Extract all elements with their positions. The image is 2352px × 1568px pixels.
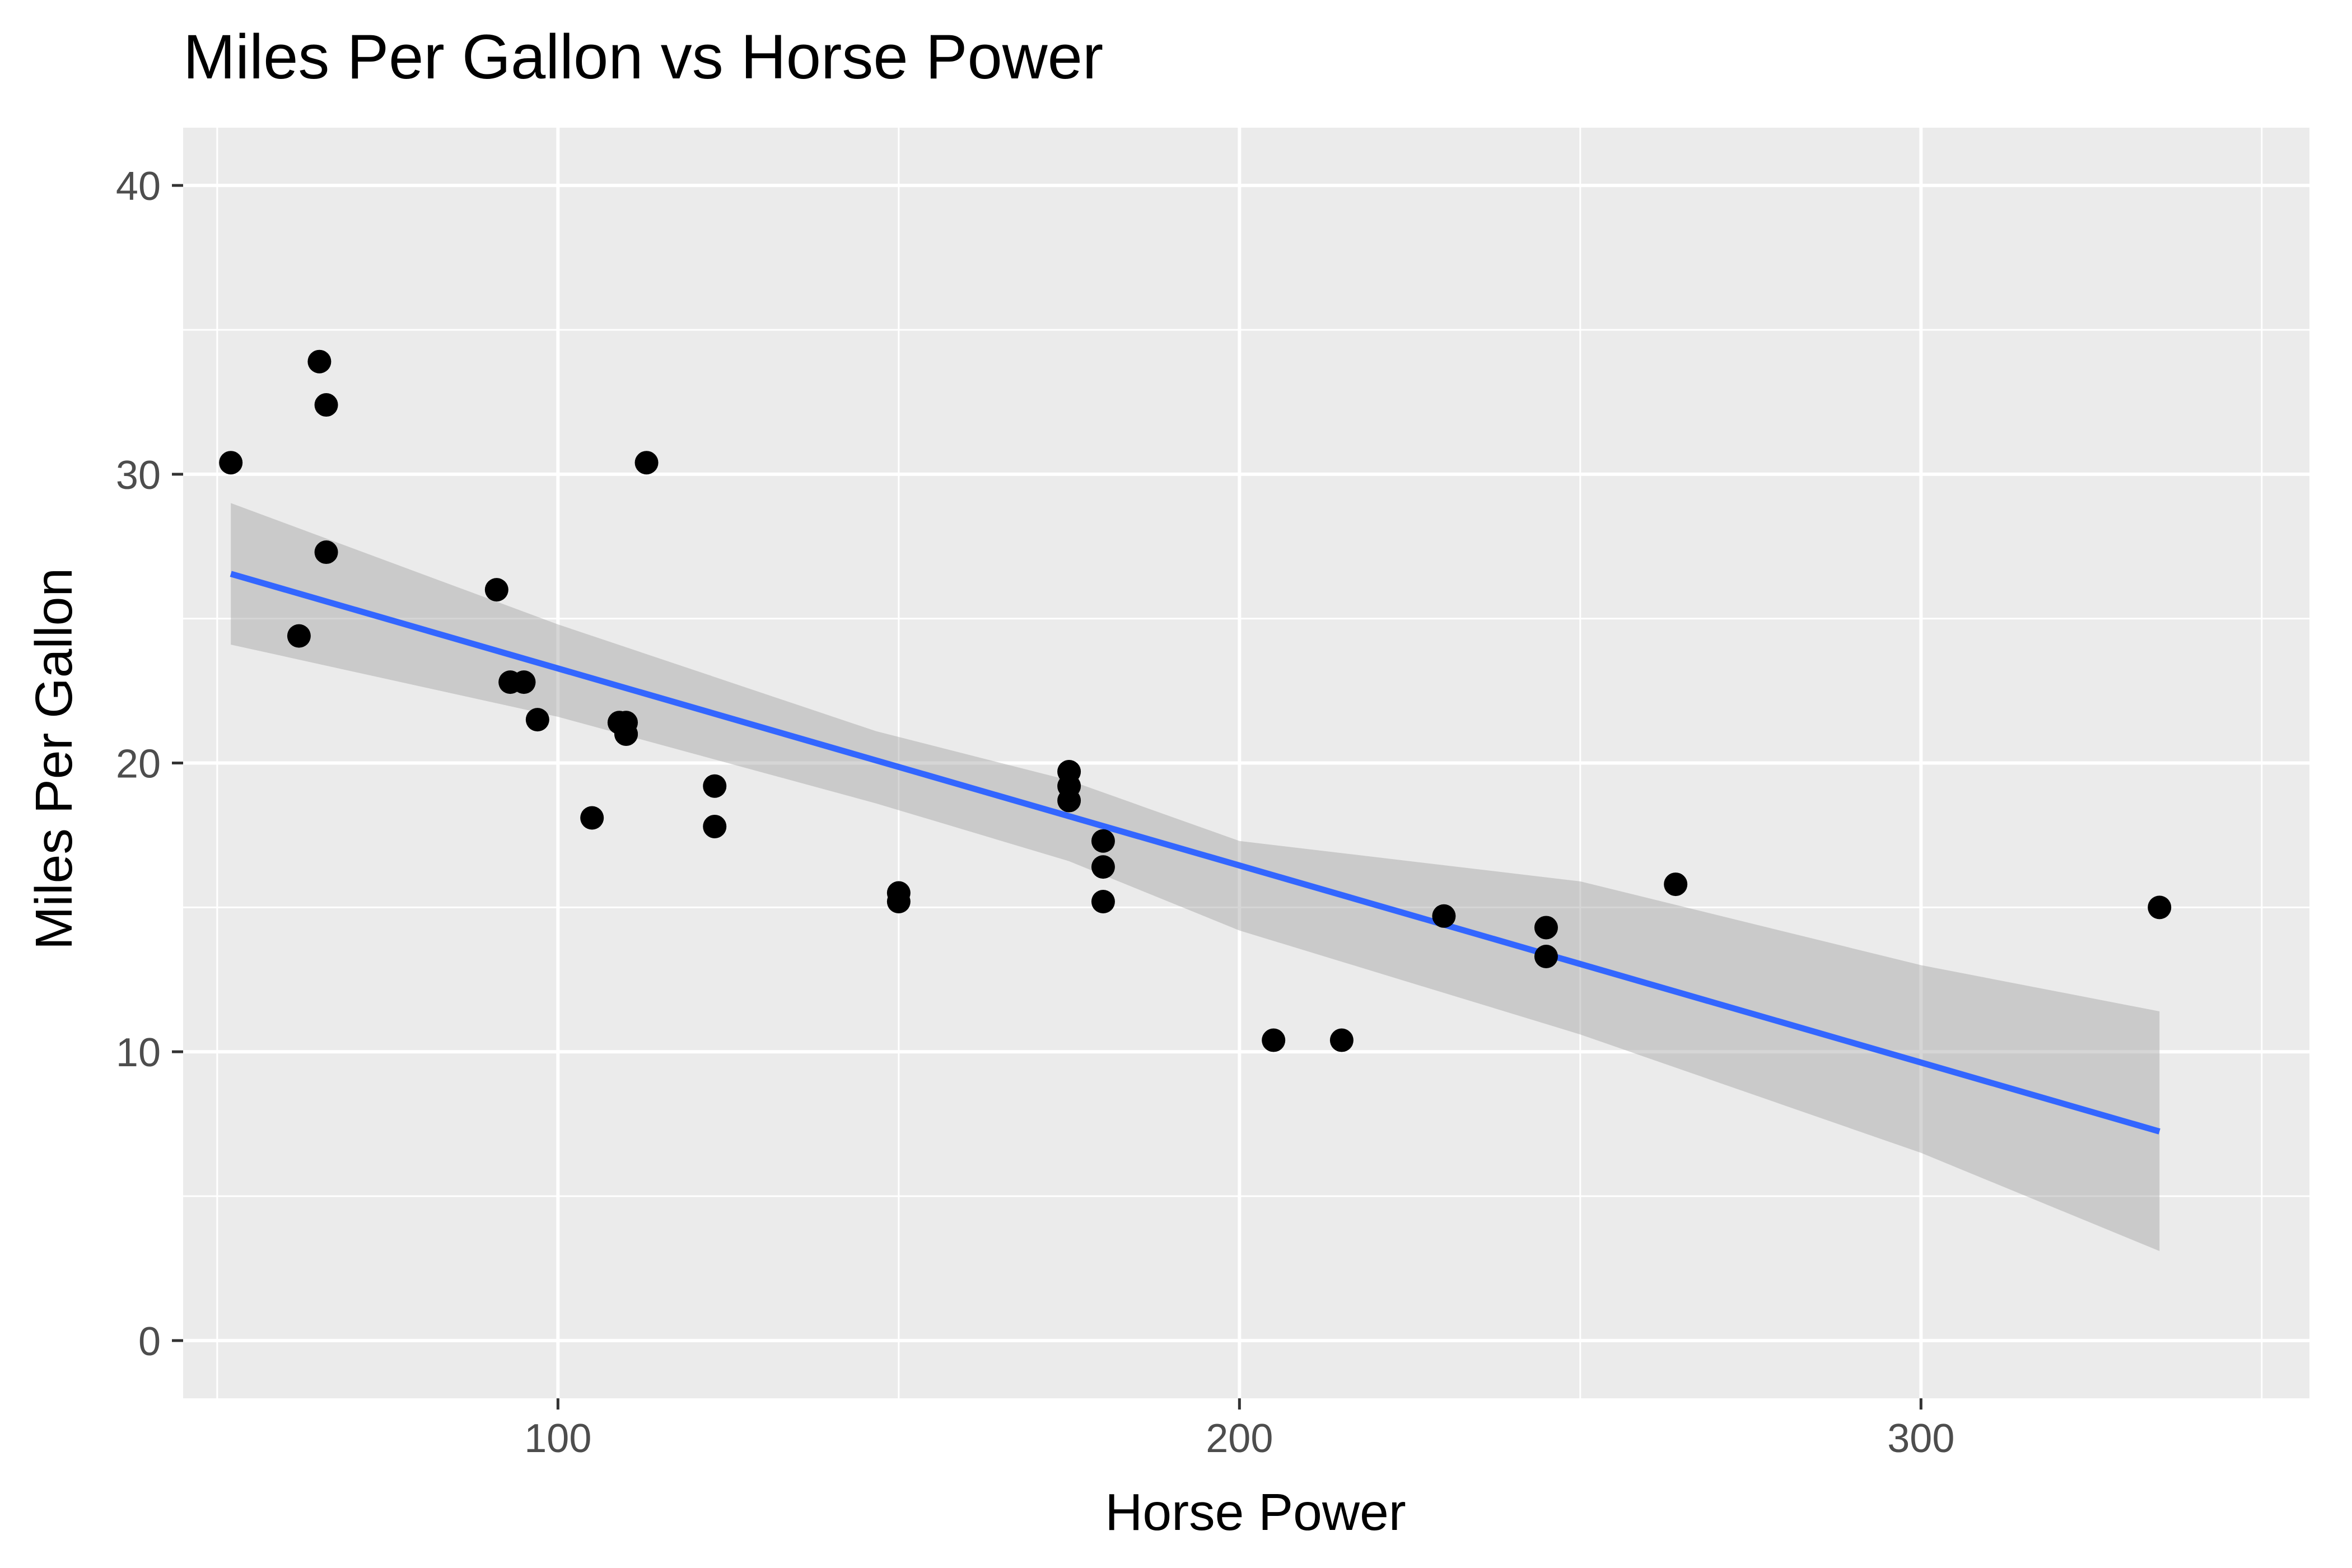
data-point — [634, 451, 659, 475]
data-point — [703, 774, 727, 798]
data-point — [2148, 895, 2172, 920]
y-axis: 0 10 20 30 40 — [116, 164, 183, 1364]
scatter-points — [219, 349, 2172, 1052]
data-point — [1262, 1028, 1286, 1052]
data-point — [307, 349, 332, 374]
data-point — [219, 451, 243, 475]
x-axis-title: Horse Power — [1105, 1483, 1406, 1541]
confidence-band-layer — [231, 503, 2160, 1252]
data-point — [580, 806, 604, 830]
x-tick-label: 200 — [1206, 1416, 1273, 1461]
data-point — [1534, 916, 1558, 940]
x-tick-label: 100 — [524, 1416, 591, 1461]
data-point — [512, 670, 536, 694]
data-point — [525, 708, 549, 732]
x-tick-label: 300 — [1887, 1416, 1954, 1461]
data-point — [886, 890, 911, 914]
data-point — [1432, 904, 1456, 928]
regression-line — [230, 571, 2160, 1135]
confidence-band — [231, 503, 2160, 1252]
data-point — [1664, 872, 1688, 897]
data-point — [484, 578, 508, 602]
y-tick-label: 0 — [138, 1319, 161, 1364]
y-tick-label: 20 — [116, 742, 161, 787]
data-point — [1091, 855, 1115, 879]
data-point — [287, 624, 311, 648]
data-point — [703, 814, 727, 838]
y-tick-label: 30 — [116, 453, 161, 498]
data-point — [314, 540, 338, 564]
major-gridlines — [183, 128, 2309, 1398]
data-point — [1329, 1028, 1354, 1052]
data-point — [1091, 829, 1115, 853]
data-point — [314, 393, 338, 417]
chart-title: Miles Per Gallon vs Horse Power — [183, 22, 1103, 92]
fit-line-layer — [230, 571, 2160, 1135]
data-point — [1534, 945, 1558, 969]
data-point — [1057, 759, 1081, 783]
data-point — [607, 711, 631, 735]
y-axis-title: Miles Per Gallon — [25, 568, 83, 950]
y-tick-label: 40 — [116, 164, 161, 209]
data-point — [1091, 890, 1115, 914]
x-axis: 100 200 300 — [524, 1398, 1954, 1461]
y-tick-label: 10 — [116, 1030, 161, 1075]
